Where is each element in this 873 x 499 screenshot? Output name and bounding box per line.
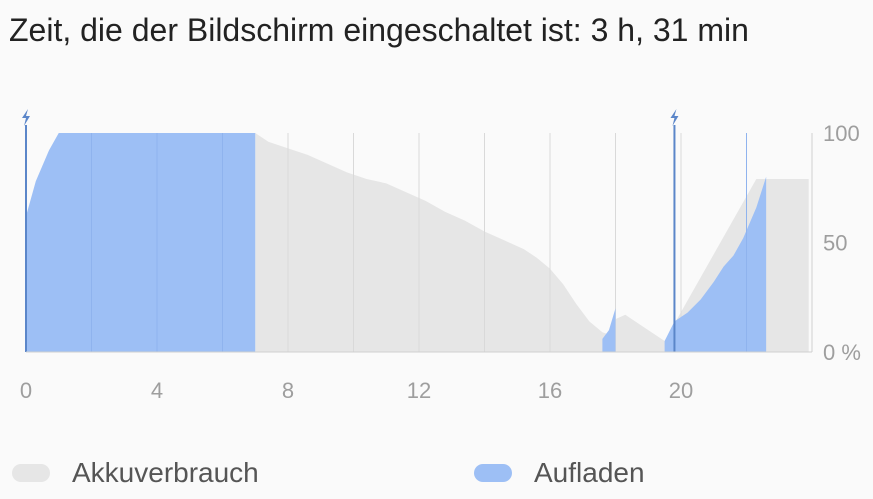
charging-area-2 [602,308,616,352]
legend-label-usage: Akkuverbrauch [72,457,259,488]
legend-swatch-charging [474,464,512,482]
x-tick-label: 12 [407,378,431,403]
legend-label-charging: Aufladen [534,457,645,488]
legend-swatch-usage [12,464,50,482]
x-tick-label: 16 [538,378,562,403]
lightning-bolt-icon [670,109,679,126]
x-tick-label: 8 [282,378,294,403]
lightning-bolt-icon [22,109,30,126]
y-tick-label: 50 [823,231,847,256]
charging-area-1 [26,133,256,352]
x-tick-label: 4 [151,378,163,403]
x-tick-label: 0 [20,378,32,403]
x-tick-label: 20 [669,378,693,403]
screen-on-time-title: Zeit, die der Bildschirm eingeschaltet i… [9,12,749,48]
y-tick-label: 0 % [823,340,861,365]
battery-chart: 0 4 8 12 16 20 100 50 0 % [20,109,861,403]
legend-item-charging: Aufladen [474,456,645,490]
legend-item-usage: Akkuverbrauch [12,456,259,490]
charging-area-3 [664,176,767,352]
y-tick-label: 100 [823,121,860,146]
usage-area [255,133,809,352]
